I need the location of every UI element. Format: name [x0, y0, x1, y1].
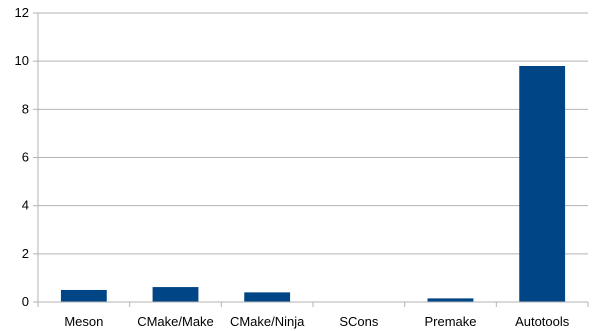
y-tick-label: 2 [22, 246, 29, 261]
y-tick-label: 0 [22, 294, 29, 309]
y-tick-label: 6 [22, 150, 29, 165]
bar-autotools [519, 65, 566, 302]
x-category-label: SCons [339, 314, 379, 329]
y-tick-label: 8 [22, 101, 29, 116]
bar-meson [60, 289, 107, 302]
x-category-label: Meson [64, 314, 103, 329]
y-axis-ticks [33, 12, 38, 303]
y-tick-label: 4 [22, 198, 29, 213]
x-axis-ticks [37, 302, 589, 307]
bars [60, 65, 566, 302]
x-category-label: Autotools [515, 314, 570, 329]
y-tick-label: 10 [15, 53, 29, 68]
x-category-label: CMake/Make [137, 314, 214, 329]
y-axis-labels: 0 2 4 6 8 10 12 [15, 5, 29, 309]
x-category-label: Premake [424, 314, 476, 329]
bar-cmake-make [152, 287, 199, 302]
x-axis-labels: Meson CMake/Make CMake/Ninja SCons Premake Au… [64, 314, 569, 329]
bar-premake [427, 298, 474, 302]
y-tick-label: 12 [15, 5, 29, 20]
gridlines [38, 12, 588, 255]
bar-cmake-ninja [244, 292, 291, 302]
x-category-label: CMake/Ninja [230, 314, 305, 329]
